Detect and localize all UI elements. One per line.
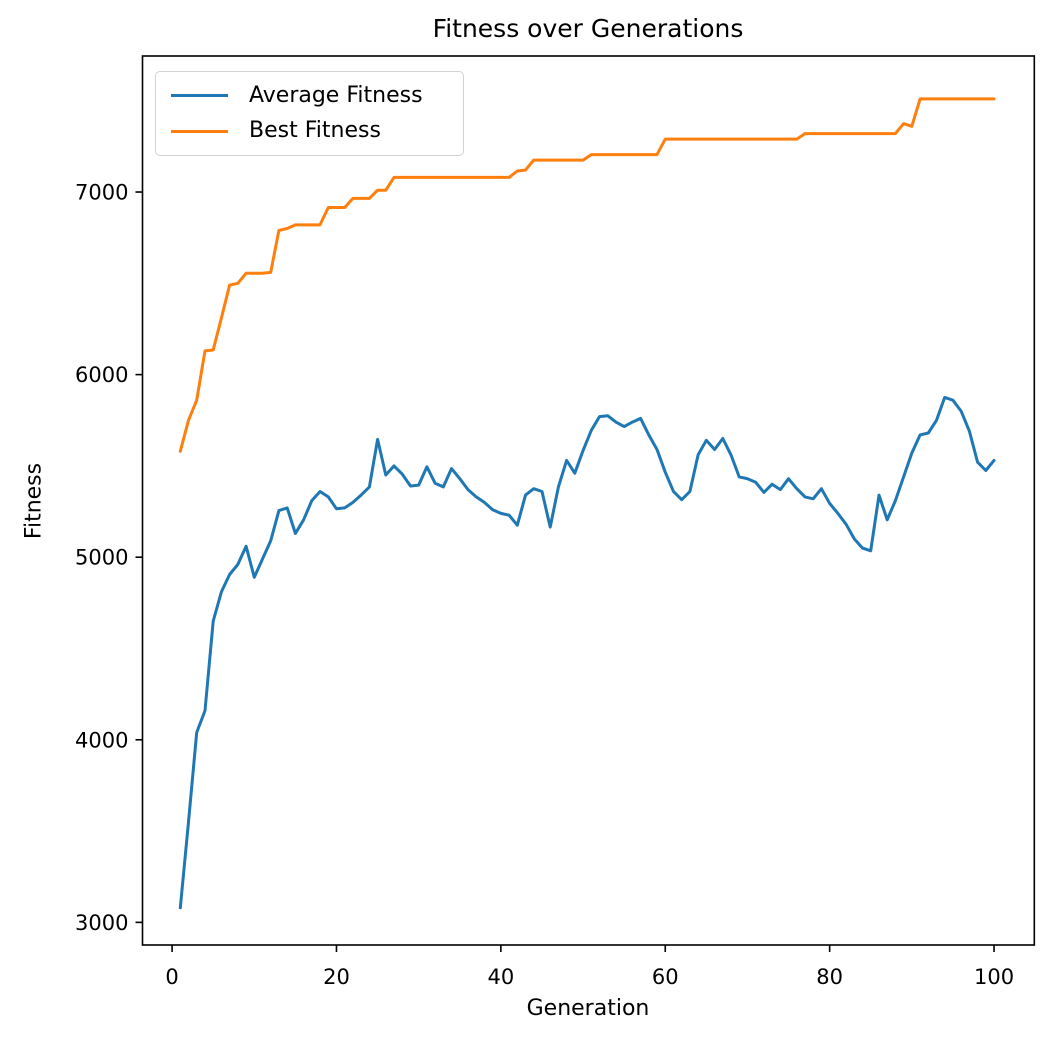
legend-line-sample-icon <box>171 94 228 98</box>
y-tick-label: 3000 <box>75 911 128 935</box>
legend-item: Average Fitness <box>168 82 451 108</box>
chart-title: Fitness over Generations <box>432 14 744 43</box>
x-tick-label: 100 <box>974 965 1014 989</box>
x-tick-label: 40 <box>487 965 514 989</box>
x-tick-label: 80 <box>816 965 843 989</box>
y-tick-label: 4000 <box>75 728 128 752</box>
x-tick-label: 60 <box>652 965 679 989</box>
average-fitness-line <box>178 395 996 910</box>
x-axis-label: Generation <box>526 996 650 1021</box>
y-tick-label: 5000 <box>75 546 128 570</box>
x-tick-label: 0 <box>165 965 178 989</box>
legend-label: Average Fitness <box>249 82 423 108</box>
legend-line-sample-icon <box>171 129 228 133</box>
y-axis-label: Fitness <box>21 462 47 540</box>
legend: Average Fitness Best Fitness <box>155 71 464 156</box>
y-tick-label: 6000 <box>75 363 128 387</box>
best-fitness-line <box>178 97 996 453</box>
axes-frame <box>141 55 1036 946</box>
legend-label: Best Fitness <box>249 118 381 144</box>
y-tick-label: 7000 <box>75 181 128 205</box>
x-tick-label: 20 <box>323 965 350 989</box>
legend-item: Best Fitness <box>168 120 451 142</box>
